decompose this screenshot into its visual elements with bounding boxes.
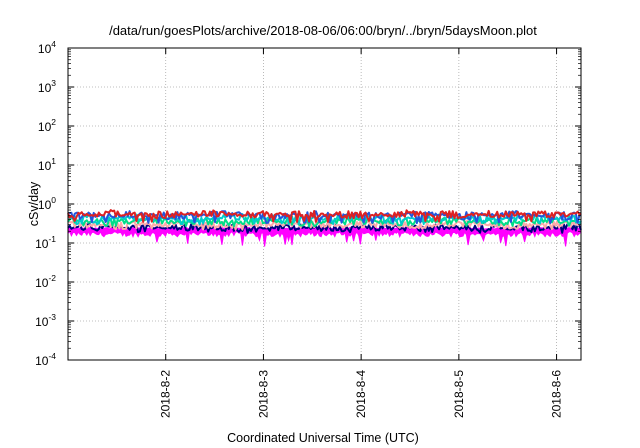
x-axis-label: Coordinated Universal Time (UTC) <box>227 431 419 445</box>
chart-title: /data/run/goesPlots/archive/2018-08-06/0… <box>109 23 537 38</box>
y-tick-label: 10-1 <box>35 234 56 251</box>
y-tick-label: 100 <box>38 195 56 212</box>
x-tick-label: 2018-8-6 <box>550 370 564 418</box>
y-axis: 10-4 10-3 10-2 10-1 100 101 102 103 104 <box>35 39 581 368</box>
y-axis-label: cSv/day <box>27 181 41 226</box>
y-tick-label: 10-4 <box>35 351 56 368</box>
y-tick-label: 102 <box>38 117 56 134</box>
grid-lines <box>68 48 581 360</box>
y-tick-label: 103 <box>38 78 56 95</box>
y-tick-label: 101 <box>38 156 56 173</box>
series-layer <box>67 209 582 247</box>
series-line <box>67 209 582 224</box>
x-tick-label: 2018-8-4 <box>354 370 368 418</box>
y-tick-label: 10-2 <box>35 273 56 290</box>
x-axis: 2018-8-2 2018-8-3 2018-8-4 2018-8-5 2018-8-6 <box>159 48 564 418</box>
y-tick-label: 104 <box>38 39 56 56</box>
series-line <box>67 220 582 231</box>
y-tick-label: 10-3 <box>35 312 56 329</box>
x-tick-label: 2018-8-2 <box>159 370 173 418</box>
x-tick-label: 2018-8-5 <box>452 370 466 418</box>
x-tick-label: 2018-8-3 <box>256 370 270 418</box>
series-line <box>67 213 582 226</box>
